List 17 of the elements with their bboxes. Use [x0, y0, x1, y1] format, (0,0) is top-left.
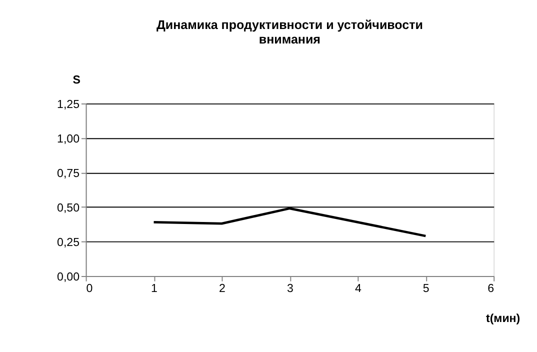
x-tick-label: 2 — [219, 282, 226, 295]
y-tick-label: 0,00 — [57, 271, 80, 284]
text: внимания — [258, 32, 320, 47]
x-tick-label: 3 — [286, 282, 294, 295]
x-tick-label: 6 — [488, 282, 494, 295]
text: Динамика продуктивности и устойчивости — [156, 18, 423, 32]
y-tick-label: 0,25 — [57, 236, 80, 249]
y-tick-label: 0,50 — [57, 202, 80, 214]
x-tick-label: 0 — [86, 282, 93, 295]
x-tick-label: 1 — [151, 282, 158, 295]
y-tick-label: 1,25 — [57, 98, 80, 111]
x-tick-label: 4 — [354, 282, 362, 295]
x-axis-title: t(мин) — [486, 312, 520, 325]
y-tick-label: 1,00 — [57, 133, 80, 146]
y-axis-title: S — [72, 74, 81, 87]
x-tick-label: 5 — [422, 282, 430, 295]
y-tick-label: 0,75 — [57, 168, 80, 180]
